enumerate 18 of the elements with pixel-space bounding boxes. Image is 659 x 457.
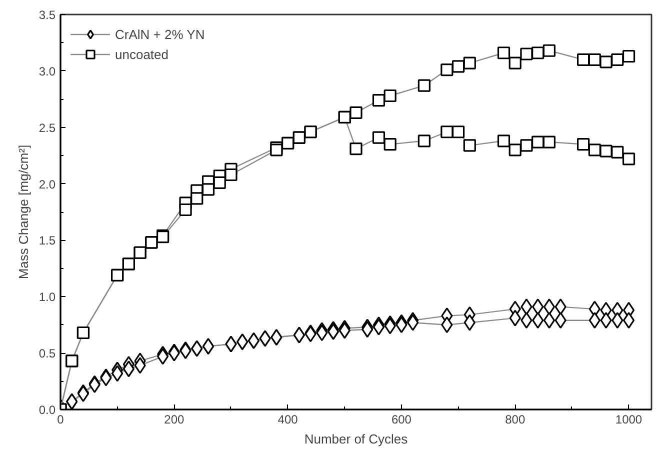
y-tick-label: 2.5 [38, 120, 56, 135]
legend-label: CrAlN + 2% YN [115, 26, 205, 42]
x-tick-label: 200 [164, 412, 184, 426]
x-tick-label: 1000 [615, 412, 642, 426]
y-axis-title: Mass Change [mg/cm²] [16, 144, 31, 280]
y-tick-label: 3.5 [38, 8, 56, 22]
x-tick-label: 400 [278, 412, 298, 426]
x-axis-title: Number of Cycles [304, 432, 408, 446]
y-tick-label: 0.0 [38, 403, 56, 417]
x-tick-label: 800 [505, 412, 526, 426]
y-tick-label: 1.0 [38, 290, 56, 304]
y-tick-label: 0.5 [38, 346, 56, 361]
y-tick-label: 2.0 [38, 177, 56, 192]
y-tick-label: 3.0 [38, 64, 56, 78]
legend-label: uncoated [115, 46, 168, 62]
y-tick-label: 1.5 [38, 234, 56, 248]
x-tick-label: 0 [57, 412, 64, 426]
x-tick-label: 600 [391, 412, 412, 426]
